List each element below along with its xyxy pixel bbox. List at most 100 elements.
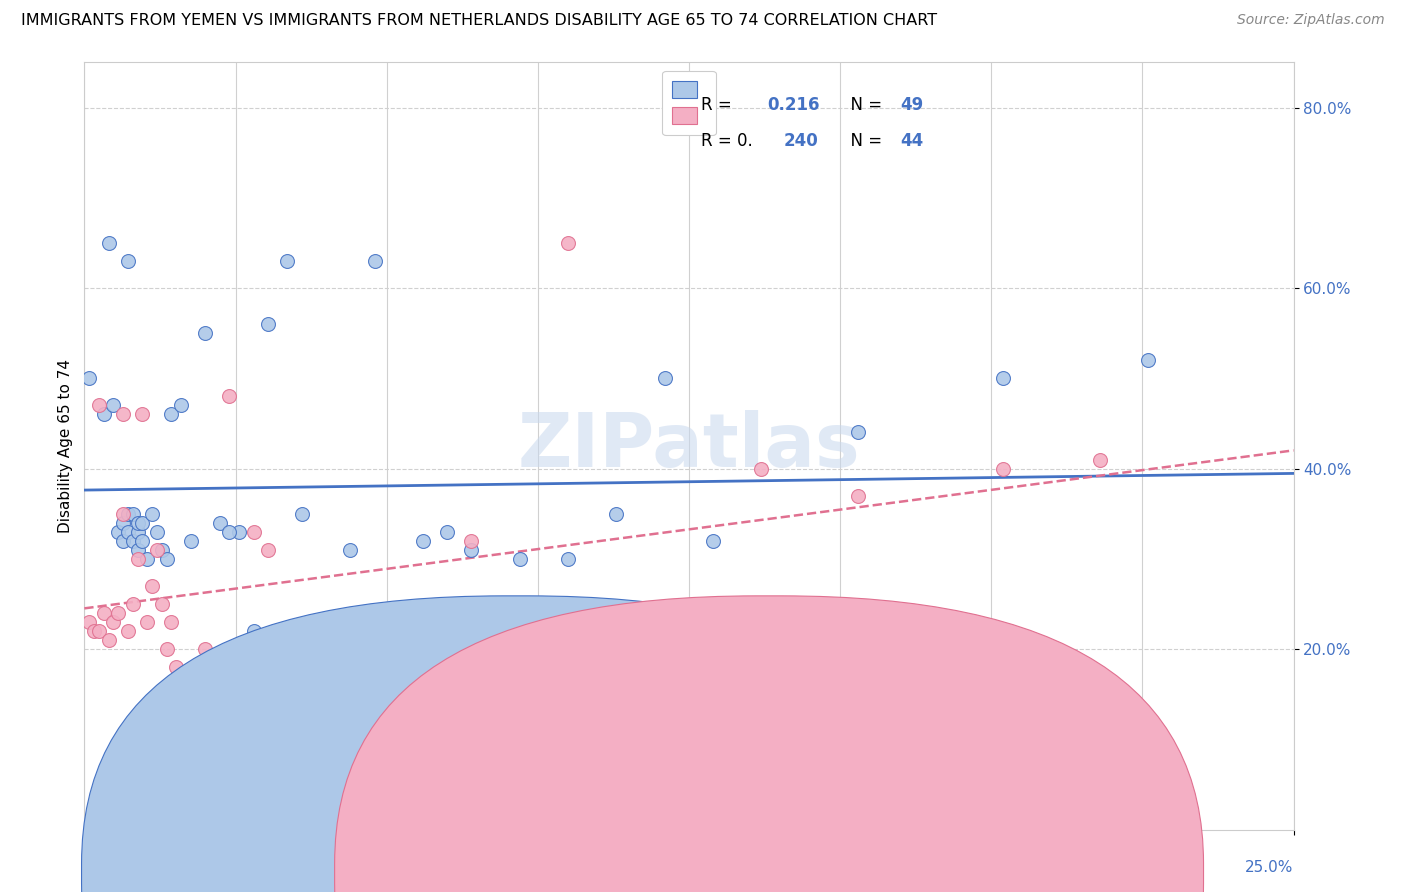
Point (654, 633, 676, 648)
Point (228, 524, 250, 539)
Point (121, 533, 143, 548)
Point (112, 516, 135, 530)
Text: 49: 49 (901, 95, 924, 113)
Point (103, 615, 125, 629)
Point (557, 235, 579, 250)
Point (131, 533, 153, 548)
Point (339, 732, 361, 747)
Point (242, 524, 264, 539)
Point (363, 254, 385, 268)
Text: 44: 44 (901, 132, 924, 150)
Point (170, 669, 193, 683)
Point (165, 660, 187, 674)
Point (87, 398, 110, 412)
Point (112, 533, 135, 548)
Point (388, 642, 411, 657)
Point (150, 597, 173, 611)
Point (339, 542, 361, 557)
Point (208, 516, 231, 530)
Point (654, 371, 676, 385)
Point (281, 651, 304, 665)
Point (993, 461, 1015, 475)
Text: 240: 240 (783, 132, 818, 150)
Point (97, 235, 120, 250)
Point (993, 371, 1015, 385)
Point (127, 542, 149, 557)
Point (846, 489, 869, 503)
Point (291, 507, 314, 521)
Text: 25.0%: 25.0% (1246, 860, 1294, 875)
Point (121, 507, 143, 521)
Point (77, 371, 100, 385)
Point (112, 408, 135, 422)
Point (87, 624, 110, 638)
Text: IMMIGRANTS FROM YEMEN VS IMMIGRANTS FROM NETHERLANDS DISABILITY AGE 65 TO 74 COR: IMMIGRANTS FROM YEMEN VS IMMIGRANTS FROM… (21, 13, 938, 29)
Point (121, 597, 143, 611)
Point (242, 624, 264, 638)
Point (194, 326, 217, 341)
Point (93, 408, 115, 422)
Point (846, 425, 869, 440)
Point (127, 524, 149, 539)
Point (509, 624, 531, 638)
Point (93, 606, 115, 620)
Point (180, 533, 202, 548)
Point (136, 615, 159, 629)
Text: N =: N = (841, 95, 887, 113)
Point (751, 461, 773, 475)
Point (218, 524, 240, 539)
Point (127, 551, 149, 566)
Text: 0.0%: 0.0% (84, 860, 124, 875)
Point (117, 254, 139, 268)
Point (509, 551, 531, 566)
Point (77, 615, 100, 629)
Text: Immigrants from Yemen: Immigrants from Yemen (541, 865, 725, 880)
Point (160, 615, 183, 629)
Point (305, 624, 328, 638)
Point (117, 524, 139, 539)
Point (799, 651, 821, 665)
Point (127, 516, 149, 530)
Point (150, 542, 173, 557)
Point (460, 533, 482, 548)
Text: Immigrants from Netherlands: Immigrants from Netherlands (794, 865, 1021, 880)
Point (276, 254, 298, 268)
Point (228, 651, 250, 665)
Point (83, 624, 105, 638)
Legend: , : , (662, 70, 716, 136)
Point (146, 542, 169, 557)
Text: ZIPatlas: ZIPatlas (517, 409, 860, 483)
Point (436, 524, 458, 539)
Point (412, 533, 434, 548)
Y-axis label: Disability Age 65 to 74: Disability Age 65 to 74 (58, 359, 73, 533)
Point (605, 507, 627, 521)
Point (103, 398, 125, 412)
Point (208, 651, 231, 665)
Point (257, 317, 280, 331)
Point (97, 633, 120, 648)
Text: R =: R = (702, 95, 742, 113)
Point (117, 624, 139, 638)
Point (131, 516, 153, 530)
Point (218, 389, 240, 403)
Text: R = 0.: R = 0. (702, 132, 752, 150)
Point (146, 524, 169, 539)
Point (141, 507, 163, 521)
Point (1137, 353, 1160, 368)
Point (460, 542, 482, 557)
Text: 0.216: 0.216 (768, 95, 820, 113)
Point (117, 507, 139, 521)
Point (107, 524, 129, 539)
Point (194, 642, 217, 657)
Point (388, 624, 411, 638)
Point (557, 551, 579, 566)
Point (107, 606, 129, 620)
Point (257, 542, 280, 557)
Point (155, 551, 177, 566)
Point (180, 687, 202, 701)
Point (160, 408, 183, 422)
Point (267, 624, 290, 638)
Point (131, 408, 153, 422)
Point (315, 642, 337, 657)
Point (291, 642, 314, 657)
